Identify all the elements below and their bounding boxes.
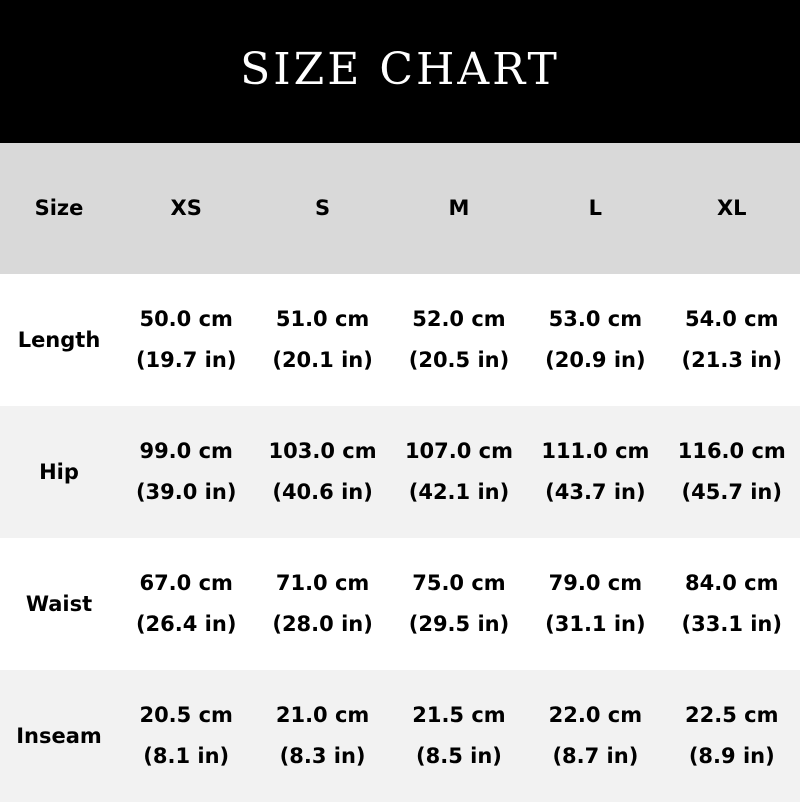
header-cell: L [588, 196, 603, 220]
cm-value: 111.0 cm [541, 439, 650, 463]
table-row: Hip 99.0 cm (39.0 in) 103.0 cm (40.6 in)… [0, 406, 800, 538]
table-cell: 54.0 cm (21.3 in) [664, 299, 800, 381]
table-cell: 84.0 cm (33.1 in) [664, 563, 800, 645]
table-body: Length 50.0 cm (19.7 in) 51.0 cm (20.1 i… [0, 274, 800, 802]
page-title: SIZE CHART [240, 44, 560, 95]
table-cell: 51.0 cm (20.1 in) [254, 299, 390, 381]
row-label: Waist [25, 591, 93, 616]
in-value: (45.7 in) [681, 480, 782, 504]
in-value: (8.1 in) [143, 744, 230, 768]
cm-value: 71.0 cm [275, 571, 370, 595]
in-value: (40.6 in) [272, 480, 373, 504]
header-cell: XL [716, 196, 747, 220]
header-cell: XS [170, 196, 202, 220]
cm-value: 67.0 cm [139, 571, 233, 595]
cm-value: 53.0 cm [548, 307, 643, 331]
in-value: (20.1 in) [272, 348, 373, 372]
row-label: Inseam [16, 723, 102, 748]
in-value: (8.5 in) [416, 744, 502, 768]
in-value: (33.1 in) [681, 612, 782, 636]
table-cell: 21.5 cm (8.5 in) [391, 695, 527, 777]
in-value: (28.0 in) [272, 612, 373, 636]
table-cell: 21.0 cm (8.3 in) [254, 695, 390, 777]
row-label: Hip [39, 459, 79, 484]
cm-value: 99.0 cm [139, 439, 233, 463]
in-value: (43.7 in) [545, 480, 646, 504]
in-value: (20.5 in) [408, 348, 510, 372]
table-cell: 79.0 cm (31.1 in) [527, 563, 663, 645]
header-row: Size XS S M L XL [0, 143, 800, 274]
table-cell: 71.0 cm (28.0 in) [254, 563, 390, 645]
table-cell: 75.0 cm (29.5 in) [391, 563, 527, 645]
header-cell: M [448, 196, 470, 220]
table-cell: 67.0 cm (26.4 in) [118, 563, 254, 645]
in-value: (8.3 in) [279, 744, 366, 768]
cm-value: 21.5 cm [412, 703, 506, 727]
cm-value: 21.0 cm [275, 703, 370, 727]
table-row: Inseam 20.5 cm (8.1 in) 21.0 cm (8.3 in)… [0, 670, 800, 802]
in-value: (31.1 in) [545, 612, 646, 636]
in-value: (39.0 in) [135, 480, 237, 504]
cm-value: 52.0 cm [412, 307, 506, 331]
in-value: (20.9 in) [545, 348, 646, 372]
in-value: (21.3 in) [681, 348, 782, 372]
in-value: (26.4 in) [135, 612, 237, 636]
table-cell: 107.0 cm (42.1 in) [391, 431, 527, 513]
table-cell: 50.0 cm (19.7 in) [118, 299, 254, 381]
in-value: (19.7 in) [135, 348, 237, 372]
table-cell: 52.0 cm (20.5 in) [391, 299, 527, 381]
table-cell: 99.0 cm (39.0 in) [118, 431, 254, 513]
table-cell: 20.5 cm (8.1 in) [118, 695, 254, 777]
cm-value: 116.0 cm [677, 439, 786, 463]
cm-value: 107.0 cm [404, 439, 514, 463]
row-label: Length [17, 327, 101, 352]
header-cell: S [315, 196, 331, 220]
cm-value: 75.0 cm [412, 571, 506, 595]
in-value: (42.1 in) [408, 480, 510, 504]
table-cell: 103.0 cm (40.6 in) [254, 431, 390, 513]
cm-value: 103.0 cm [268, 439, 377, 463]
table-cell: 22.0 cm (8.7 in) [527, 695, 663, 777]
cm-value: 50.0 cm [139, 307, 233, 331]
in-value: (8.9 in) [688, 744, 775, 768]
cm-value: 22.5 cm [685, 703, 779, 727]
cm-value: 79.0 cm [548, 571, 643, 595]
cm-value: 84.0 cm [685, 571, 779, 595]
title-bar: SIZE CHART [0, 0, 800, 143]
table-cell: 111.0 cm (43.7 in) [527, 431, 663, 513]
in-value: (8.7 in) [552, 744, 639, 768]
in-value: (29.5 in) [408, 612, 510, 636]
table-cell: 116.0 cm (45.7 in) [664, 431, 800, 513]
cm-value: 51.0 cm [275, 307, 370, 331]
table-row: Length 50.0 cm (19.7 in) 51.0 cm (20.1 i… [0, 274, 800, 406]
header-cell: Size [34, 196, 84, 220]
table-row: Waist 67.0 cm (26.4 in) 71.0 cm (28.0 in… [0, 538, 800, 670]
table-cell: 22.5 cm (8.9 in) [664, 695, 800, 777]
cm-value: 22.0 cm [548, 703, 643, 727]
table-cell: 53.0 cm (20.9 in) [527, 299, 663, 381]
cm-value: 54.0 cm [685, 307, 779, 331]
cm-value: 20.5 cm [139, 703, 233, 727]
